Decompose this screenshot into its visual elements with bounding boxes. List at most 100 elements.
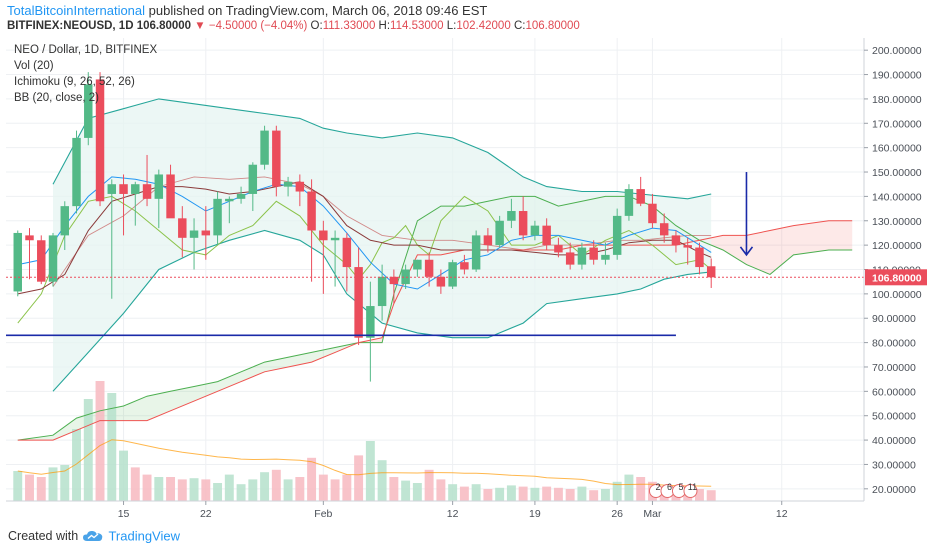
candle-body [72,137,81,207]
ohlc-line: BITFINEX:NEOUSD, 1D 106.80000 ▼ −4.50000… [7,20,580,32]
publish-line: TotalBitcoinInternational published on T… [7,3,487,18]
candle-body [648,203,657,224]
candle [13,230,22,297]
y-tick-label: 180.00000 [872,94,922,106]
candle-body [142,184,152,199]
candle-body [131,184,140,194]
x-tick-label: Mar [643,508,662,520]
y-tick-label: 150.00000 [872,167,922,179]
candle [671,230,681,253]
candle [601,242,610,265]
candle [225,196,234,224]
candle [413,259,422,277]
volume-bar [283,479,293,501]
author-link[interactable]: TotalBitcoinInternational [7,3,146,18]
candle-body [178,218,187,238]
candle [166,164,175,219]
volume-bar [342,474,352,501]
volume-bar [119,450,129,501]
candle-body [518,211,528,236]
volume-bar [459,486,469,501]
volume-bar [612,481,622,501]
volume-bar [706,490,716,501]
candle [248,162,258,212]
candle-body [248,164,258,194]
volume-bar [48,467,58,501]
candle-body [213,198,222,236]
candle [60,201,69,251]
down-arrow-head [739,246,754,257]
candle-body [60,206,69,236]
last-price-tag-label: 106.80000 [872,272,922,284]
volume-bar [166,477,176,501]
candle-body [295,181,305,192]
volume-bar [694,489,704,501]
candle-body [589,247,598,260]
candle [530,220,540,241]
event-marker-circle [683,484,698,498]
price-chart[interactable]: 2 6 5 11 20.0000030.0000040.0000050.0000060… [6,38,928,521]
volume-bar [589,490,599,501]
candle [612,208,622,260]
candle-body [530,225,540,236]
volume-bar [83,399,93,501]
y-tick-label: 140.00000 [872,191,922,203]
candle-body [683,245,692,248]
candle [342,232,352,292]
volume-bar [577,486,587,501]
candle-body [659,223,669,236]
volume-bar [295,477,305,501]
candle-body [507,211,516,221]
event-marker-label: 6 [667,482,672,492]
candle [295,174,305,207]
candle [507,198,516,229]
volume-bar [177,479,187,501]
y-tick-label: 60.00000 [872,386,916,398]
x-tick-label: 26 [611,508,623,520]
candle-body [236,193,246,199]
candle [565,242,575,270]
volume-bar [389,477,399,501]
candle [436,269,446,294]
created-with-text: Created with [8,529,79,543]
y-tick-label: 30.00000 [872,459,916,471]
chart-area[interactable]: 2 6 5 11 20.00000 30.00000 40.00000 50.00000 60… [6,38,928,521]
y-tick-label: 200.00000 [872,45,922,57]
event-markers: 2 6 5 11 [648,482,698,498]
legend-ichimoku: Ichimoku (9, 26, 52, 26) [14,76,135,88]
x-tick-label: 19 [529,508,541,520]
high-label: H: [378,20,391,32]
volume-bar [189,478,199,501]
candle [236,186,246,204]
volume-bar [107,393,117,501]
candle [95,72,105,207]
x-tick-label: 22 [200,508,212,520]
candle-body [601,254,610,260]
x-tick-label: Feb [314,508,332,520]
published-text: published on TradingView.com, March 06, … [145,3,488,18]
volume-bar [483,489,493,501]
volume-bar [60,465,70,501]
volume-bar [154,477,164,501]
candle [401,264,410,289]
candle [154,169,164,229]
candle-body [319,230,328,241]
volume-ma [17,439,712,487]
candle-body [95,79,105,202]
candle-body [342,237,352,268]
candle-body [495,220,504,246]
candle-body [48,235,58,282]
volume-bar [13,471,23,501]
volume-bar [271,469,281,501]
candle [354,247,363,346]
low-label: L: [446,20,457,32]
candle [624,184,634,221]
legend-vol: Vol (20) [14,60,54,72]
candle-body [377,276,387,307]
legend-title: NEO / Dollar, 1D, BITFINEX [14,44,157,56]
candle-body [154,174,164,199]
tradingview-logo[interactable]: TradingView [82,527,180,545]
high-value: 114.53000 [390,20,444,32]
y-tick-label: 70.00000 [872,362,916,374]
volume-bar [506,485,516,501]
